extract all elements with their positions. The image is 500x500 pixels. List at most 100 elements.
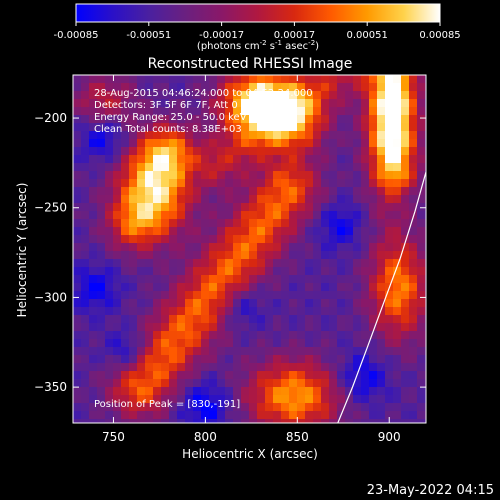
heatmap-cell [305, 99, 314, 108]
heatmap-cell [241, 419, 250, 423]
heatmap-cell [177, 299, 186, 308]
heatmap-cell [257, 219, 266, 228]
heatmap-cell [265, 363, 274, 372]
heatmap-cell [385, 131, 394, 140]
heatmap-cell [337, 99, 346, 108]
heatmap-cell [257, 195, 266, 204]
heatmap-cell [97, 387, 106, 396]
heatmap-cell [353, 283, 362, 292]
heatmap-cell [289, 267, 298, 276]
heatmap-cell [153, 187, 162, 196]
heatmap-cell [169, 235, 178, 244]
heatmap-cell [241, 339, 250, 348]
heatmap-cell [193, 291, 202, 300]
heatmap-cell [265, 115, 274, 124]
heatmap-cell [409, 99, 418, 108]
heatmap-cell [145, 307, 154, 316]
heatmap-cell [81, 99, 90, 108]
heatmap-cell [97, 323, 106, 332]
heatmap-cell [369, 91, 378, 100]
heatmap-cell [273, 259, 282, 268]
heatmap-cell [281, 171, 290, 180]
heatmap-cell [417, 363, 426, 372]
heatmap-cell [97, 395, 106, 404]
heatmap-cell [361, 291, 370, 300]
heatmap-cell [329, 235, 338, 244]
heatmap-cell [353, 363, 362, 372]
heatmap-cell [393, 299, 402, 308]
heatmap-cell [97, 219, 106, 228]
heatmap-cell [417, 163, 426, 172]
heatmap-cell [169, 163, 178, 172]
heatmap-cell [193, 235, 202, 244]
heatmap-cell [249, 283, 258, 292]
heatmap-cell [305, 163, 314, 172]
heatmap-cell [169, 347, 178, 356]
heatmap-cell [257, 379, 266, 388]
heatmap-cell [353, 403, 362, 412]
heatmap-cell [89, 75, 98, 84]
heatmap-cell [257, 203, 266, 212]
heatmap-cell [241, 131, 250, 140]
heatmap-cell [337, 219, 346, 228]
heatmap-cell [321, 91, 330, 100]
heatmap-cell [185, 259, 194, 268]
heatmap-cell [361, 123, 370, 132]
heatmap-cell [97, 243, 106, 252]
x-axis-ticks: 750 800 850 900 [102, 75, 401, 444]
heatmap-cell [273, 91, 282, 100]
heatmap-cell [73, 323, 82, 332]
heatmap-cell [393, 179, 402, 188]
heatmap-cell [337, 195, 346, 204]
heatmap-cell [353, 323, 362, 332]
heatmap-cell [121, 291, 130, 300]
heatmap-cell [169, 139, 178, 148]
heatmap-cell [353, 211, 362, 220]
heatmap-cell [281, 355, 290, 364]
heatmap-cell [185, 235, 194, 244]
heatmap-cell [289, 339, 298, 348]
heatmap-cell [217, 387, 226, 396]
info-line-time: 28-Aug-2015 04:46:24.000 to 04:52:24.000 [94, 88, 313, 99]
heatmap-cell [209, 99, 218, 108]
heatmap-cell [353, 251, 362, 260]
heatmap-cell [137, 251, 146, 260]
heatmap-cell [121, 395, 130, 404]
heatmap-cell [281, 99, 290, 108]
heatmap-cell [265, 219, 274, 228]
heatmap-cell [217, 211, 226, 220]
heatmap-cell [81, 379, 90, 388]
heatmap-cell [361, 371, 370, 380]
heatmap-cell [129, 371, 138, 380]
heatmap-cell [185, 251, 194, 260]
heatmap-cell [345, 395, 354, 404]
heatmap-cell [209, 203, 218, 212]
heatmap-cell [113, 155, 122, 164]
heatmap-cell [217, 363, 226, 372]
heatmap-cell [313, 251, 322, 260]
heatmap-cell [305, 275, 314, 284]
heatmap-cell [289, 187, 298, 196]
heatmap-cell [241, 363, 250, 372]
heatmap-cell [369, 267, 378, 276]
heatmap-cell [377, 203, 386, 212]
heatmap-cell [353, 147, 362, 156]
heatmap-cell [273, 347, 282, 356]
heatmap-cell [225, 155, 234, 164]
heatmap-cell [97, 299, 106, 308]
heatmap-cell [121, 371, 130, 380]
heatmap-cell [385, 91, 394, 100]
heatmap-cell [345, 275, 354, 284]
heatmap-cell [233, 131, 242, 140]
heatmap-cell [353, 315, 362, 324]
heatmap-cell [121, 299, 130, 308]
heatmap-cell [377, 395, 386, 404]
heatmap-cell [161, 363, 170, 372]
heatmap-cell [377, 291, 386, 300]
heatmap-cell [89, 411, 98, 420]
heatmap-cell [337, 283, 346, 292]
heatmap-cell [105, 283, 114, 292]
heatmap-cell [241, 251, 250, 260]
heatmap-cell [193, 107, 202, 116]
